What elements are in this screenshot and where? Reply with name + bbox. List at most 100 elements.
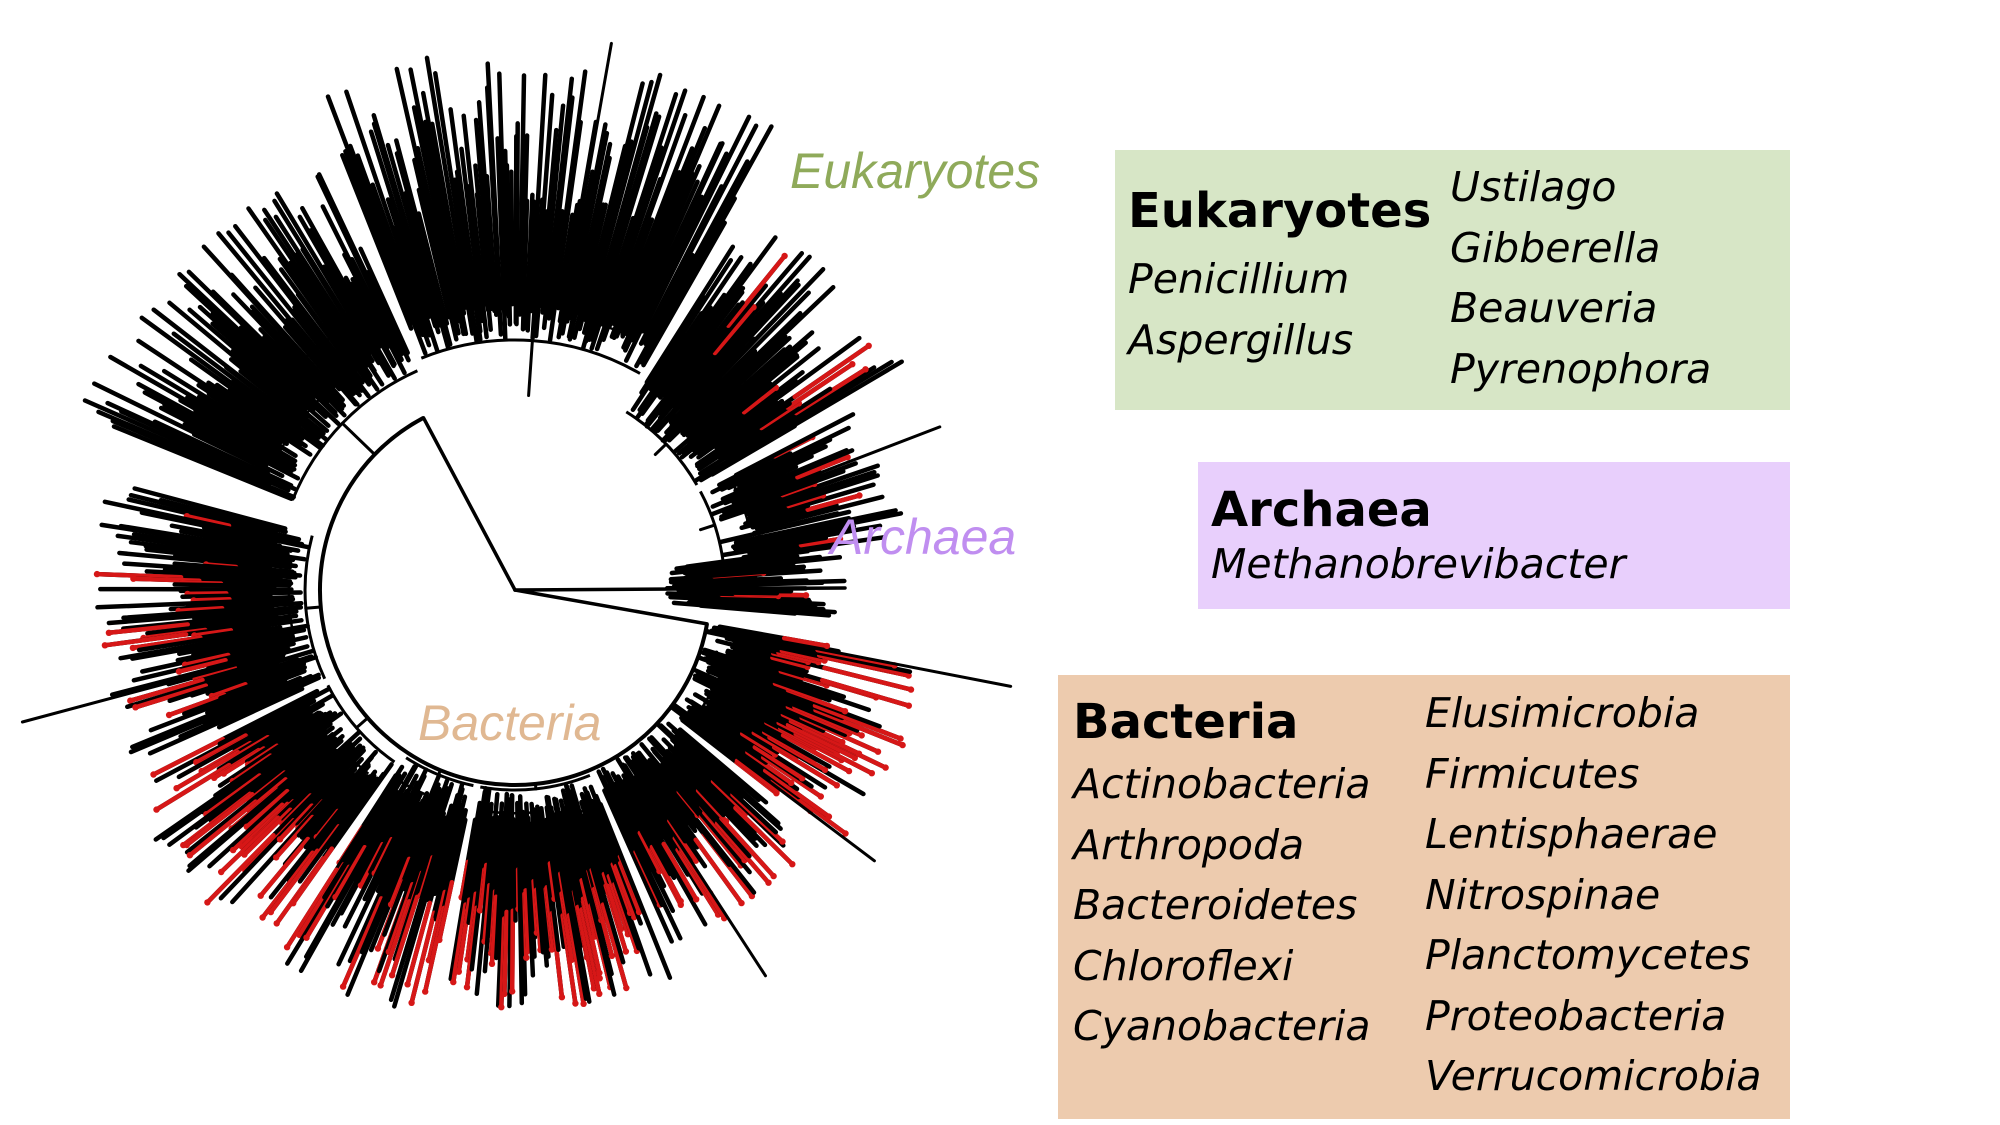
- leaf-tip: [617, 925, 625, 933]
- bacteria-clade-arc: [303, 535, 327, 680]
- leaf-branch: [226, 230, 360, 396]
- leaf-branch: [228, 357, 307, 422]
- leaf-branch-highlight: [739, 731, 778, 757]
- leaf-branch: [623, 141, 723, 353]
- leaf-tip: [404, 981, 411, 988]
- eukaryote-clade-stem: [527, 339, 534, 397]
- leaf-branch-highlight: [733, 805, 795, 867]
- archaea-box-title: Archaea: [1211, 482, 1432, 538]
- leaf-branch: [668, 282, 801, 425]
- leaf-branch: [698, 359, 904, 483]
- phylum-item: Cyanobacteria: [1073, 1002, 1371, 1050]
- leaf-branch: [737, 444, 828, 489]
- leaf-branch: [162, 402, 283, 469]
- leaf-branch: [589, 215, 636, 351]
- leaf-branch: [343, 149, 414, 324]
- leaf-tip: [844, 454, 851, 461]
- leaf-tip: [608, 952, 616, 959]
- leaf-branch: [295, 251, 385, 387]
- leaf-tip: [580, 1000, 587, 1007]
- leaf-tip: [897, 735, 904, 742]
- leaf-branch: [750, 502, 839, 530]
- leaf-tip: [211, 774, 218, 781]
- leaf-branch: [187, 307, 308, 412]
- leaf-branch-highlight: [284, 867, 339, 950]
- leaf-branch: [210, 321, 331, 428]
- leaf-branch: [459, 146, 485, 324]
- leaf-branch: [143, 543, 293, 566]
- leaf-branch: [217, 710, 333, 788]
- leaf-branch: [258, 327, 347, 418]
- leaf-branch: [193, 408, 289, 465]
- leaf-branch: [752, 511, 840, 536]
- leaf-tip: [596, 990, 603, 997]
- leaf-branch-highlight: [130, 635, 203, 651]
- leaf-branch: [716, 677, 848, 738]
- leaf-tip: [858, 732, 865, 739]
- leaf-branch: [344, 89, 430, 335]
- leaf-tip: [259, 914, 266, 921]
- outlier-branch: [713, 739, 876, 863]
- phylum-item: Firmicutes: [1425, 749, 1640, 798]
- leaf-tip: [821, 766, 829, 773]
- leaf-branch: [350, 276, 391, 349]
- leaf-tip: [241, 851, 248, 858]
- leaf-branch: [205, 654, 318, 696]
- leaf-branch: [384, 772, 442, 906]
- leaf-branch: [718, 386, 833, 462]
- leaf-branch-highlight: [386, 882, 415, 955]
- leaf-branch: [672, 330, 815, 454]
- leaf-branch: [385, 142, 442, 328]
- phylum-item: Planctomycetes: [1425, 931, 1751, 979]
- leaf-branch-highlight: [193, 665, 238, 681]
- leaf-tip: [450, 978, 457, 986]
- leaf-branch-highlight: [760, 755, 824, 799]
- tree-leaves: [20, 41, 1013, 1011]
- leaf-branch: [623, 151, 729, 363]
- leaf-branch: [122, 561, 303, 578]
- leaf-branch-highlight: [133, 683, 209, 710]
- leaf-branch: [175, 634, 294, 663]
- leaf-branch-highlight: [780, 733, 852, 774]
- leaf-branch: [704, 335, 862, 452]
- leaf-branch-highlight: [174, 750, 241, 791]
- leaf-branch-highlight: [489, 894, 499, 967]
- leaf-tip: [722, 818, 730, 825]
- leaf-branch: [138, 363, 283, 452]
- leaf-branch: [586, 111, 659, 342]
- leaf-tip: [501, 990, 508, 998]
- leaf-branch-highlight: [204, 773, 262, 817]
- leaf-branch-highlight: [776, 650, 821, 665]
- leaf-tip: [173, 785, 180, 792]
- phylum-item: Elusimicrobia: [1425, 689, 1700, 737]
- genus-item: Aspergillus: [1128, 315, 1354, 364]
- leaf-branch-highlight: [482, 882, 492, 944]
- leaf-tip: [572, 1000, 579, 1007]
- leaf-tip: [273, 920, 280, 927]
- leaf-branch-highlight: [94, 571, 184, 580]
- leaf-branch: [205, 679, 288, 716]
- leaf-branch: [136, 338, 313, 457]
- leaf-tip: [789, 861, 796, 868]
- genus-item: Beauveria: [1450, 284, 1658, 332]
- leaf-tip: [283, 944, 291, 951]
- leaf-branch: [452, 177, 476, 311]
- bacteria-box: Bacteria Actinobacteria Arthropoda Bacte…: [1058, 675, 1790, 1119]
- leaf-branch: [621, 778, 708, 927]
- eukaryote-clade-arc: [291, 369, 419, 501]
- leaf-branch: [82, 398, 291, 493]
- leaf-branch-highlight: [785, 361, 855, 410]
- genus-item: Ustilago: [1450, 163, 1617, 211]
- leaf-branch: [497, 71, 509, 316]
- leaf-tip: [101, 642, 109, 649]
- leaf-branch: [620, 103, 722, 338]
- leaf-branch-highlight: [176, 605, 225, 614]
- leaf-branch: [520, 133, 530, 307]
- leaf-branch: [130, 630, 281, 661]
- leaf-branch: [358, 246, 410, 356]
- leaf-branch: [476, 100, 497, 314]
- leaf-branch: [167, 300, 309, 420]
- leaf-branch-highlight: [613, 864, 637, 920]
- leaf-branch: [368, 129, 432, 319]
- leaf-tip: [899, 741, 906, 749]
